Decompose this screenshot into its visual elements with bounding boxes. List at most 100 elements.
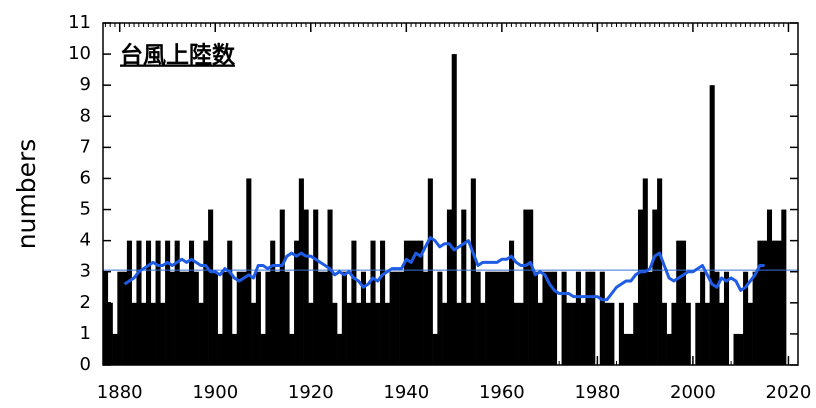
bar bbox=[547, 271, 553, 365]
bar bbox=[313, 209, 319, 365]
bar bbox=[380, 240, 386, 365]
bar bbox=[360, 271, 367, 365]
bar bbox=[270, 240, 276, 365]
bar bbox=[609, 302, 615, 365]
y-tick-label: 6 bbox=[80, 167, 91, 188]
bar bbox=[695, 302, 701, 365]
bar bbox=[494, 271, 500, 365]
bar bbox=[423, 271, 429, 365]
bar bbox=[103, 271, 109, 365]
bar bbox=[461, 209, 467, 365]
bar bbox=[337, 333, 343, 365]
bar bbox=[590, 271, 596, 365]
bar bbox=[714, 271, 720, 365]
bar bbox=[719, 302, 725, 365]
y-tick-label: 9 bbox=[80, 74, 91, 95]
bar bbox=[332, 302, 338, 365]
bar bbox=[561, 271, 567, 365]
y-tick-label: 11 bbox=[68, 12, 91, 33]
bar bbox=[537, 302, 543, 365]
bar bbox=[671, 302, 677, 365]
bar bbox=[136, 240, 142, 365]
bar bbox=[432, 333, 438, 365]
bar bbox=[766, 209, 773, 365]
bar bbox=[165, 240, 171, 365]
bar bbox=[451, 54, 457, 365]
bar bbox=[231, 333, 238, 365]
bar bbox=[413, 240, 419, 365]
bar bbox=[580, 302, 586, 365]
bar bbox=[246, 178, 252, 365]
bar bbox=[222, 271, 228, 365]
bar bbox=[442, 302, 448, 365]
bar bbox=[394, 271, 400, 365]
x-tick-label: 1900 bbox=[192, 382, 238, 403]
bar bbox=[747, 302, 753, 365]
bar bbox=[585, 271, 591, 365]
bar bbox=[470, 178, 476, 365]
bar bbox=[466, 302, 472, 365]
bar bbox=[652, 209, 658, 365]
bar bbox=[528, 209, 534, 365]
bar bbox=[322, 271, 328, 365]
bar bbox=[743, 271, 749, 365]
bar bbox=[552, 271, 558, 365]
bar bbox=[456, 302, 462, 365]
bar bbox=[203, 240, 209, 365]
bar bbox=[255, 271, 261, 365]
bar bbox=[208, 209, 214, 365]
bar bbox=[193, 271, 199, 365]
x-tick-label: 1960 bbox=[479, 382, 525, 403]
bar bbox=[327, 209, 333, 365]
bar bbox=[169, 271, 175, 365]
bar bbox=[356, 302, 362, 365]
bar bbox=[260, 333, 266, 365]
bar bbox=[179, 271, 185, 365]
x-tick-label: 1940 bbox=[383, 382, 429, 403]
bar bbox=[418, 240, 424, 365]
bar bbox=[198, 302, 204, 365]
bar bbox=[370, 240, 376, 365]
bar bbox=[236, 271, 242, 365]
bar bbox=[604, 302, 610, 365]
bar bbox=[566, 302, 572, 365]
x-tick-label: 1920 bbox=[288, 382, 334, 403]
bar bbox=[212, 271, 218, 365]
bar bbox=[399, 271, 405, 365]
y-tick-label: 1 bbox=[80, 323, 91, 344]
bar bbox=[427, 178, 433, 365]
plot-frame bbox=[102, 22, 799, 366]
bar bbox=[733, 333, 739, 365]
bar bbox=[241, 271, 247, 365]
bar bbox=[408, 240, 414, 365]
line bbox=[123, 236, 765, 302]
bar bbox=[251, 302, 257, 365]
bar bbox=[575, 271, 581, 365]
bar bbox=[131, 302, 137, 365]
bar bbox=[676, 240, 682, 365]
bar bbox=[485, 271, 491, 365]
bar bbox=[174, 240, 180, 365]
bar bbox=[446, 209, 452, 365]
bar bbox=[294, 240, 300, 365]
bar bbox=[141, 302, 147, 365]
bar bbox=[308, 302, 314, 365]
bar bbox=[637, 209, 644, 365]
bar bbox=[489, 271, 495, 365]
bar bbox=[298, 178, 304, 365]
bar bbox=[532, 271, 538, 365]
y-tick-label: 4 bbox=[80, 230, 91, 251]
bar bbox=[509, 240, 515, 365]
bar bbox=[518, 302, 524, 365]
bar bbox=[623, 333, 629, 365]
y-tick-label: 10 bbox=[68, 43, 91, 64]
bar bbox=[384, 302, 390, 365]
bar bbox=[284, 271, 290, 365]
bar bbox=[571, 302, 577, 365]
bar bbox=[150, 302, 156, 365]
bar bbox=[680, 240, 687, 365]
bar bbox=[365, 302, 371, 365]
bar bbox=[289, 333, 295, 365]
bar bbox=[618, 302, 624, 365]
bar bbox=[647, 271, 653, 365]
